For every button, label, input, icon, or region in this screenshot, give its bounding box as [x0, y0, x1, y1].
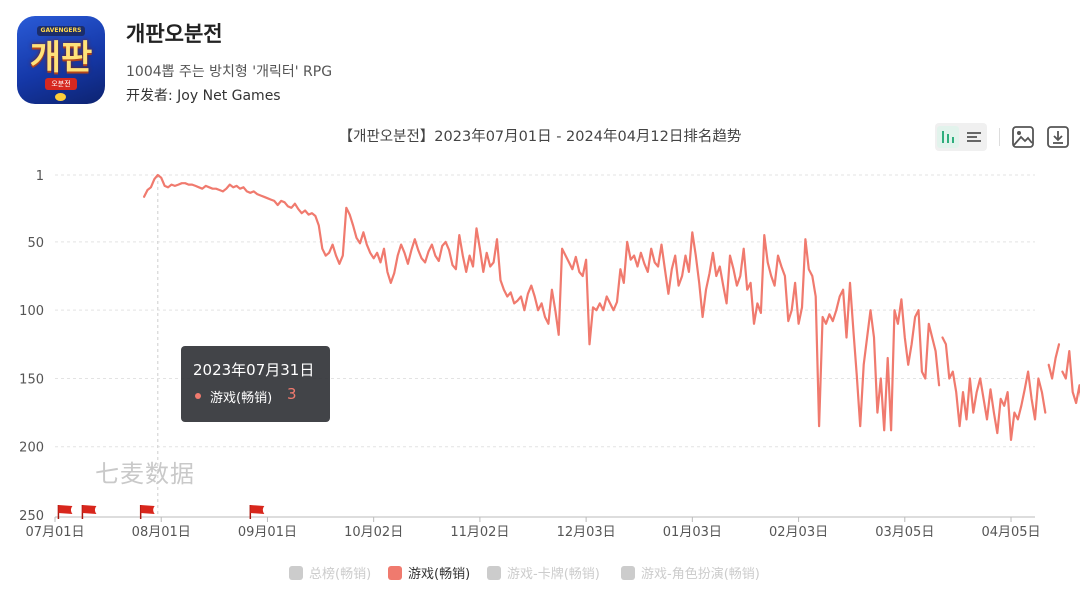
app-developer: 开发者: Joy Net Games [126, 85, 281, 105]
tooltip-series-name: 游戏(畅销) [210, 391, 273, 406]
x-tick-label: 08月01日 [132, 525, 191, 540]
chart-view-toggle[interactable] [935, 123, 987, 151]
app-icon-sub: 오분전 [45, 78, 77, 90]
x-tick-label: 01月03日 [663, 525, 722, 540]
x-tick-label: 12月03日 [557, 525, 616, 540]
y-tick-label: 250 [19, 509, 44, 524]
series-line-segment [941, 336, 1047, 441]
legend-swatch [621, 565, 635, 580]
chart-title: 【개판오분전】2023年07月01日 - 2024年04月12日排名趋势 [338, 129, 742, 145]
divider [999, 128, 1000, 146]
tooltip-series-dot [195, 393, 201, 399]
tooltip-value: 3 [287, 385, 297, 403]
legend-swatch [289, 565, 303, 580]
x-tick-label: 04月05日 [981, 525, 1040, 540]
flag-icon [249, 505, 265, 519]
legend-item-card[interactable]: 游戏-卡牌(畅销) [487, 563, 600, 582]
y-tick-label: 100 [19, 304, 44, 319]
x-tick-label: 02月03日 [769, 525, 828, 540]
tooltip-date: 2023年07月31日 [193, 361, 315, 379]
y-tick-label: 150 [19, 372, 44, 387]
app-subtitle: 1004뽑 주는 방치형 '개릭터' RPG [126, 64, 333, 80]
app-icon: GAVENGERS 개판 오분전 [17, 16, 105, 104]
x-tick-label: 09月01日 [238, 525, 297, 540]
legend-swatch [487, 565, 501, 580]
download-icon[interactable] [1045, 124, 1071, 150]
legend-label: 总榜(畅销) [309, 567, 372, 582]
series-line-segment [1061, 350, 1080, 405]
y-tick-label: 50 [27, 236, 44, 251]
app-title: 개판오분전 [126, 22, 223, 46]
x-tick-label: 11月02日 [450, 525, 509, 540]
bar-line-toggle-icon[interactable] [937, 126, 959, 148]
legend-label: 游戏(畅销) [408, 567, 471, 582]
legend-item-total[interactable]: 总榜(畅销) [289, 563, 371, 582]
app-icon-text: 개판 [29, 38, 93, 78]
app-icon-banner: GAVENGERS [37, 26, 85, 36]
series-lines [143, 173, 1080, 441]
legend-label: 游戏-卡牌(畅销) [507, 567, 600, 582]
chart-tooltip: 2023年07月31日 游戏(畅销) 3 [181, 346, 330, 422]
watermark: 七麦数据 [95, 460, 195, 488]
chart-markers [57, 505, 265, 519]
list-icon[interactable] [963, 126, 985, 148]
x-tick-label: 10月02日 [344, 525, 403, 540]
x-tick-label: 07月01日 [25, 525, 84, 540]
app-icon-coin [55, 93, 66, 101]
flag-icon [139, 505, 155, 519]
legend-label: 游戏-角色扮演(畅销) [641, 567, 760, 582]
developer-label: 开发者: [126, 88, 178, 104]
y-tick-label: 1 [36, 169, 44, 184]
chart-toolbar [0, 122, 1080, 152]
y-tick-label: 200 [19, 441, 44, 456]
series-line-segment [1047, 343, 1061, 380]
image-download-icon[interactable] [1010, 124, 1036, 150]
x-tick-label: 03月05日 [875, 525, 934, 540]
x-axis: 07月01日 08月01日 09月01日 10月02日 11月02日 12月03日 01月0… [25, 516, 1041, 540]
series-line-segment [143, 173, 941, 432]
developer-name: Joy Net Games [177, 88, 281, 104]
chart-gridlines [55, 174, 1035, 515]
flag-icon [81, 505, 97, 519]
legend-swatch [388, 565, 402, 580]
chart-legend: 总榜(畅销) 游戏(畅销) 游戏-卡牌(畅销) 游戏-角色扮演(畅销) [0, 563, 1080, 583]
legend-item-rpg[interactable]: 游戏-角色扮演(畅销) [621, 563, 760, 582]
legend-item-games[interactable]: 游戏(畅销) [388, 563, 470, 582]
flag-icon [57, 505, 73, 519]
